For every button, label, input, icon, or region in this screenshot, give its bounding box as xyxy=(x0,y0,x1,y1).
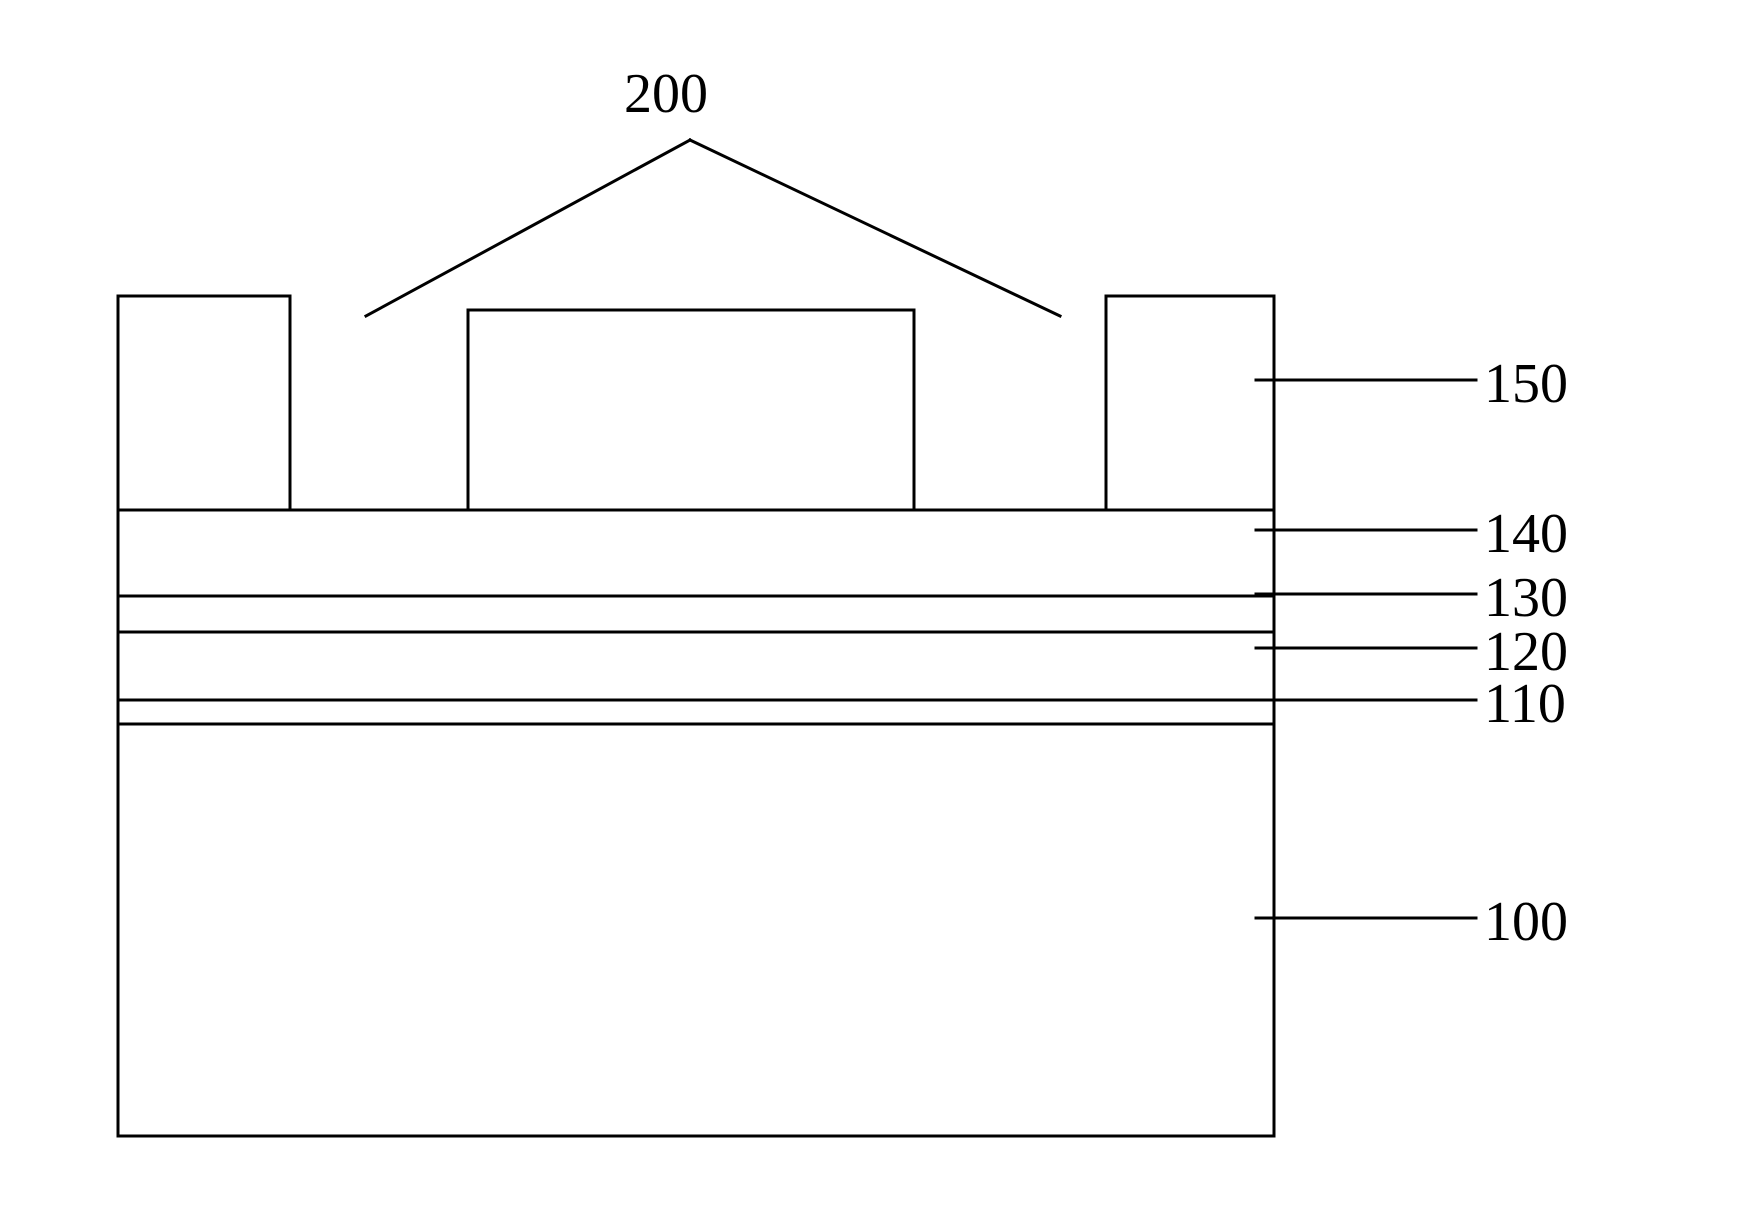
gap-label-200: 200 xyxy=(624,62,708,126)
layer-label-140: 140 xyxy=(1484,502,1568,566)
layer-label-100: 100 xyxy=(1484,890,1568,954)
layer-label-150: 150 xyxy=(1484,352,1568,416)
layer-label-130: 130 xyxy=(1484,566,1568,630)
